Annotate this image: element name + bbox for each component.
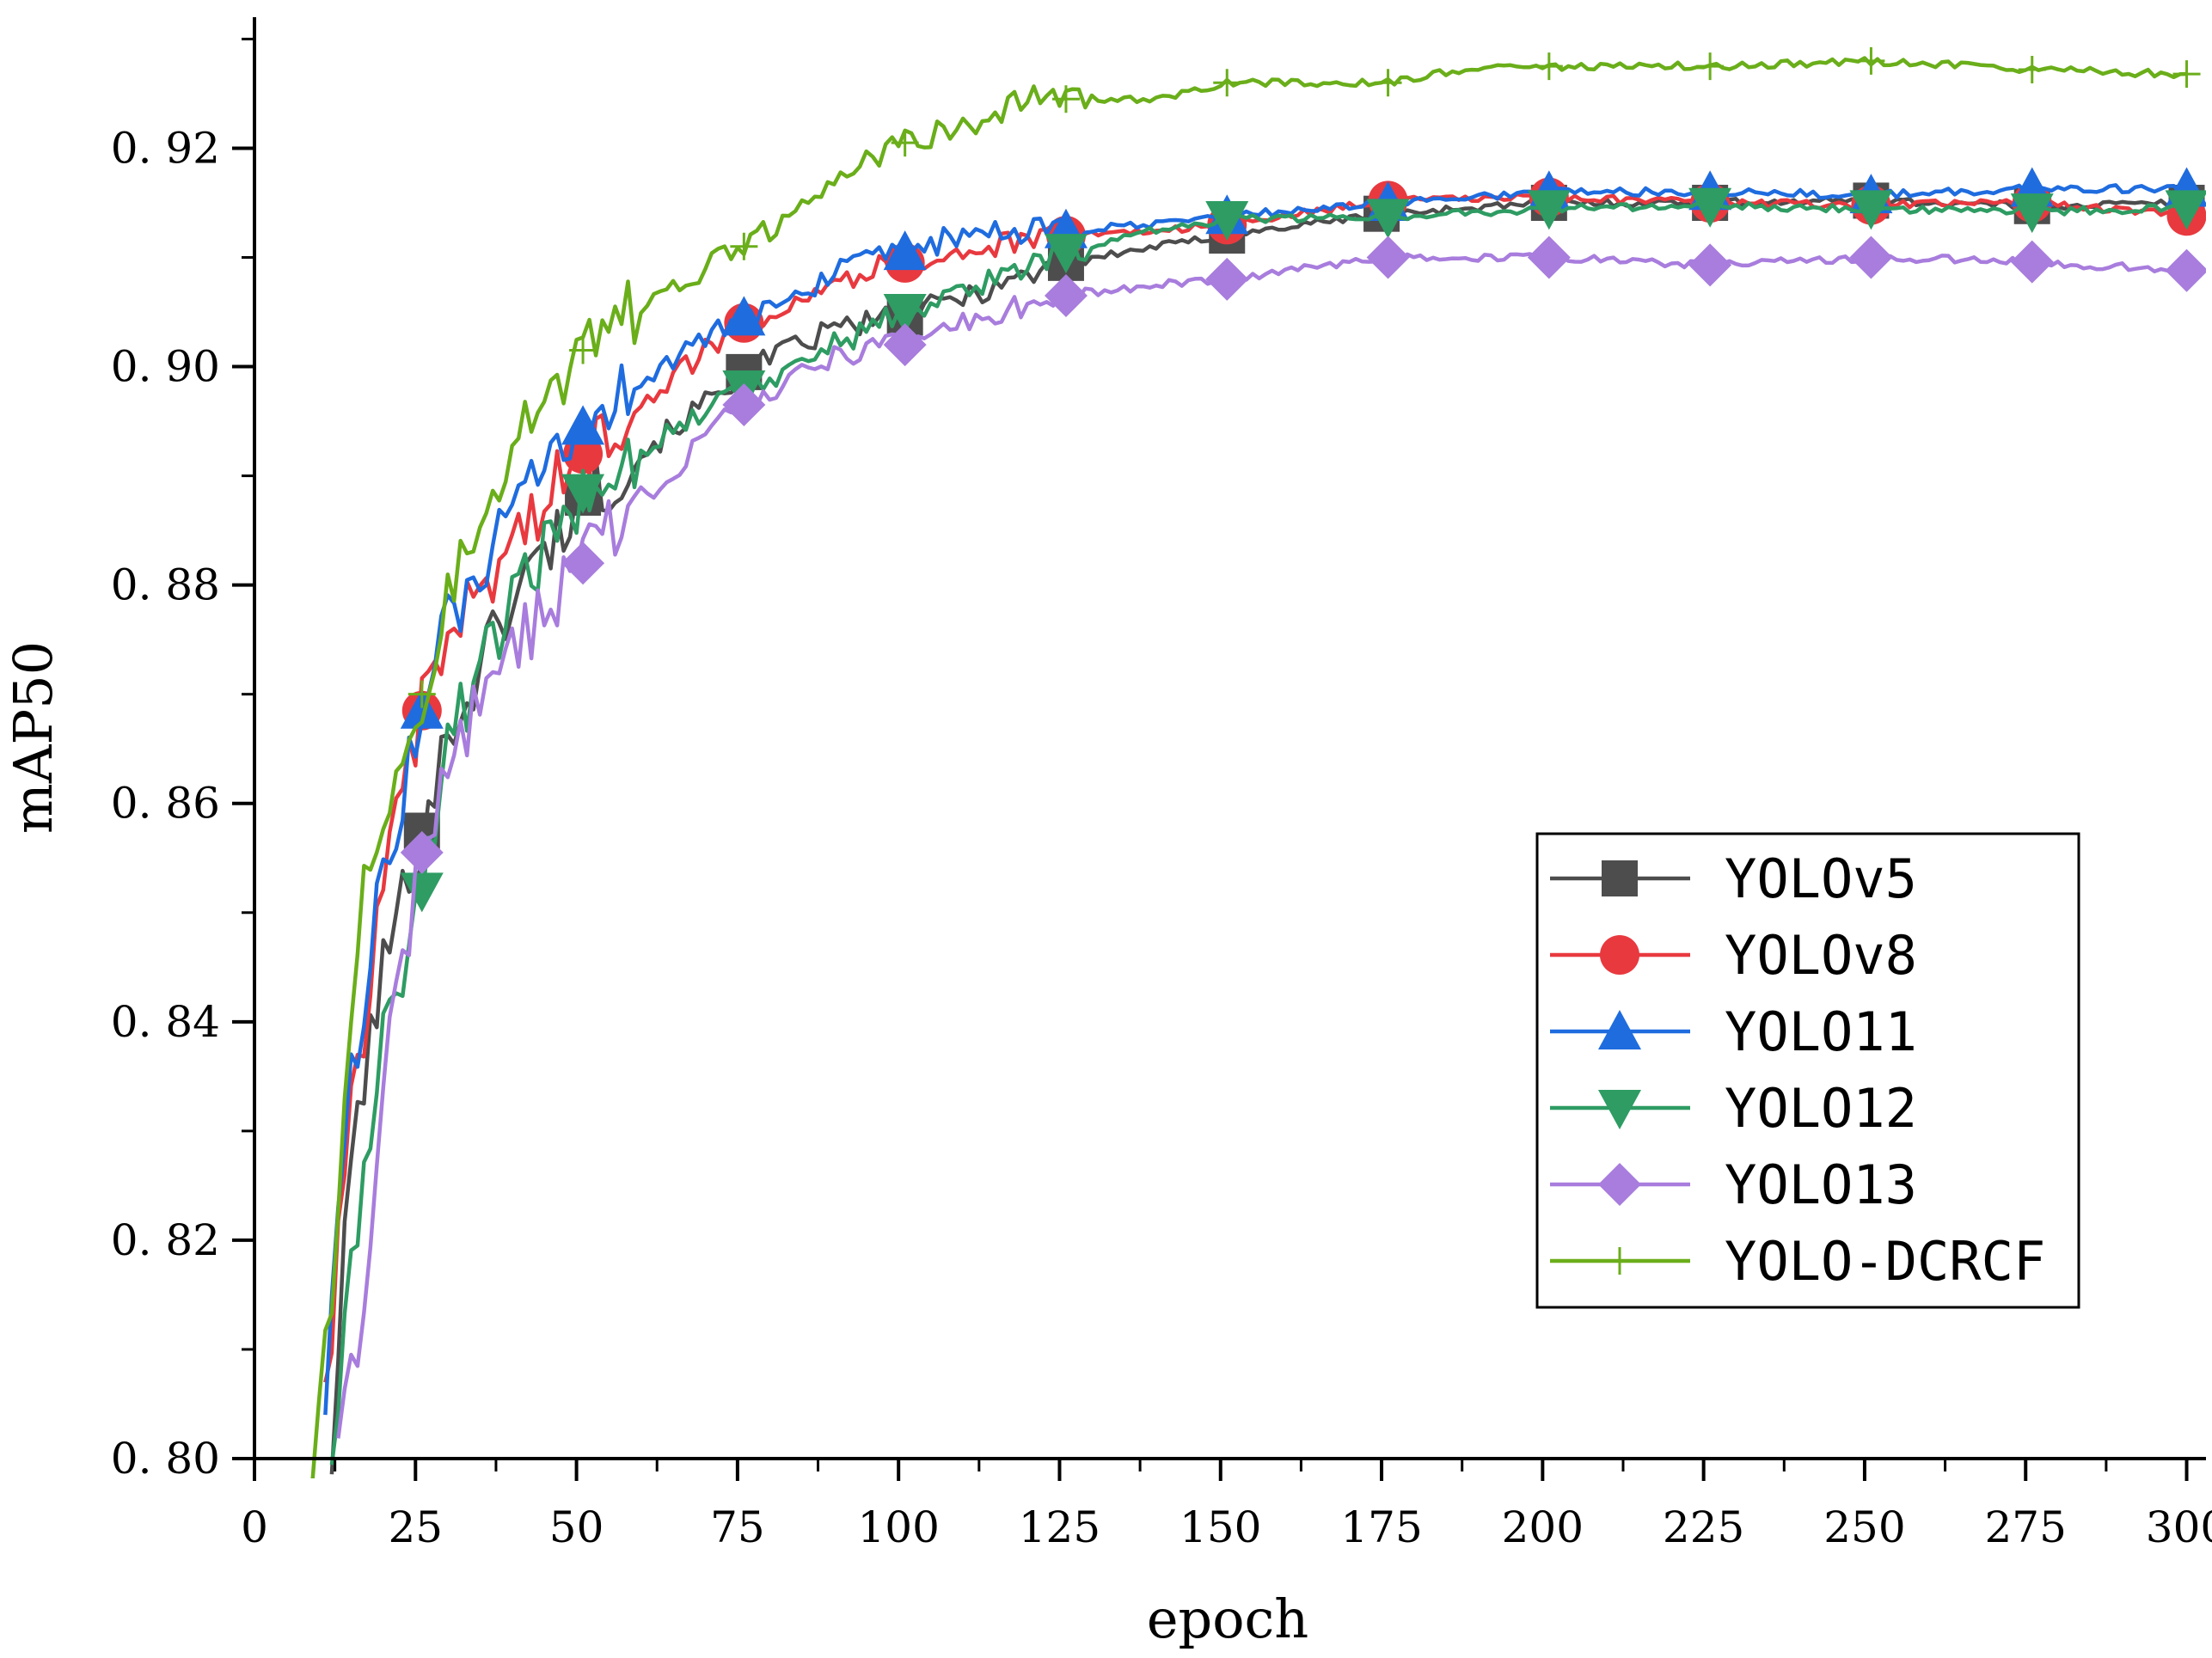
- data-point: [1044, 234, 1088, 274]
- legend-item: YOLO-DCRCF: [1550, 1230, 2045, 1293]
- y-tick-label: 0. 86: [111, 779, 220, 829]
- data-point: [1849, 236, 1893, 279]
- legend-swatch-marker: [1602, 860, 1638, 896]
- data-point: [1688, 243, 1732, 287]
- series-yolo13: [336, 236, 2206, 1439]
- data-point: [883, 294, 927, 334]
- data-point: [891, 129, 919, 157]
- data-point: [569, 336, 597, 364]
- data-point: [722, 296, 766, 336]
- axes-layer: 0 25 50 75 100 125 150 175 200 225 250 275 300 0. 80 0…: [111, 17, 2212, 1552]
- x-tick-label: 50: [549, 1502, 604, 1552]
- legend-label: YOLOv8: [1725, 924, 1917, 987]
- x-tick-label: 150: [1180, 1502, 1261, 1552]
- data-point: [1366, 199, 1410, 239]
- data-point: [730, 232, 758, 260]
- data-point: [2010, 240, 2054, 284]
- x-axis-title: epoch: [1147, 1588, 1308, 1650]
- x-tick-label: 0: [241, 1502, 268, 1552]
- data-point: [1205, 201, 1249, 242]
- legend-item: YOLO11: [1550, 1000, 1917, 1063]
- data-point: [407, 680, 436, 708]
- legend-swatch-marker: [1598, 1010, 1641, 1049]
- data-point: [2165, 248, 2206, 292]
- legend-swatch-marker: [1606, 1247, 1633, 1275]
- data-point: [561, 541, 605, 585]
- data-point: [1688, 187, 1732, 228]
- x-tick-label: 275: [1985, 1502, 2067, 1552]
- data-point: [1051, 85, 1080, 113]
- y-tick-label: 0. 92: [111, 123, 220, 173]
- data-point: [1213, 69, 1241, 97]
- data-point: [1696, 52, 1725, 81]
- legend-swatch-marker: [1598, 1163, 1641, 1206]
- y-tick-label: 0. 88: [111, 560, 220, 610]
- x-tick-label: 175: [1340, 1502, 1422, 1552]
- y-tick-label: 0. 82: [111, 1215, 220, 1265]
- data-point: [1849, 190, 1893, 230]
- x-tick-label: 250: [1823, 1502, 1905, 1552]
- data-point: [561, 474, 605, 514]
- legend-swatch-marker: [1598, 1090, 1641, 1129]
- data-point: [2165, 190, 2206, 230]
- data-point: [1044, 273, 1088, 317]
- data-point: [2010, 193, 2054, 234]
- data-point: [1374, 69, 1402, 97]
- legend: YOLOv5 YOLOv8 YOLO11 YOLO12 YOLO13 YOLO-DCRCF: [1535, 832, 2080, 1309]
- legend-item: YOLOv5: [1550, 847, 1917, 910]
- legend-box: [1535, 832, 2080, 1309]
- x-tick-label: 200: [1502, 1502, 1584, 1552]
- data-point: [722, 383, 766, 427]
- data-point: [1527, 236, 1571, 279]
- data-point: [2172, 60, 2201, 89]
- legend-label: YOLOv5: [1725, 847, 1917, 910]
- legend-label: YOLO-DCRCF: [1725, 1230, 2045, 1293]
- x-tick-label: 100: [857, 1502, 939, 1552]
- x-tick-label: 75: [710, 1502, 765, 1552]
- data-point: [561, 405, 605, 445]
- y-axis-title: mAP50: [2, 641, 64, 834]
- legend-item: YOLO12: [1550, 1077, 1917, 1140]
- data-point: [1205, 257, 1249, 301]
- series-yolo-dcrcf: [310, 46, 2201, 1478]
- x-tick-label: 300: [2146, 1502, 2212, 1552]
- legend-label: YOLO13: [1725, 1153, 1917, 1216]
- legend-swatch-marker: [1600, 935, 1639, 975]
- data-point: [400, 872, 444, 913]
- legend-item: YOLOv8: [1550, 924, 1917, 987]
- y-tick-label: 0. 80: [111, 1434, 220, 1484]
- y-tick-label: 0. 84: [111, 997, 220, 1047]
- data-point: [2018, 55, 2046, 83]
- x-tick-label: 125: [1019, 1502, 1100, 1552]
- data-point: [1857, 46, 1885, 75]
- data-point: [883, 230, 927, 271]
- legend-label: YOLO11: [1725, 1000, 1917, 1063]
- legend-label: YOLO12: [1725, 1077, 1917, 1140]
- data-point: [400, 688, 444, 729]
- x-tick-label: 25: [388, 1502, 443, 1552]
- series-yolo12: [329, 187, 2206, 1465]
- series-layer: [310, 46, 2206, 1478]
- data-point: [1535, 52, 1563, 81]
- legend-item: YOLO13: [1550, 1153, 1917, 1216]
- x-tick-label: 225: [1663, 1502, 1744, 1552]
- data-point: [1527, 190, 1571, 230]
- data-point: [1366, 236, 1410, 279]
- data-point: [883, 323, 927, 367]
- y-tick-label: 0. 90: [111, 342, 220, 392]
- data-point: [400, 830, 444, 874]
